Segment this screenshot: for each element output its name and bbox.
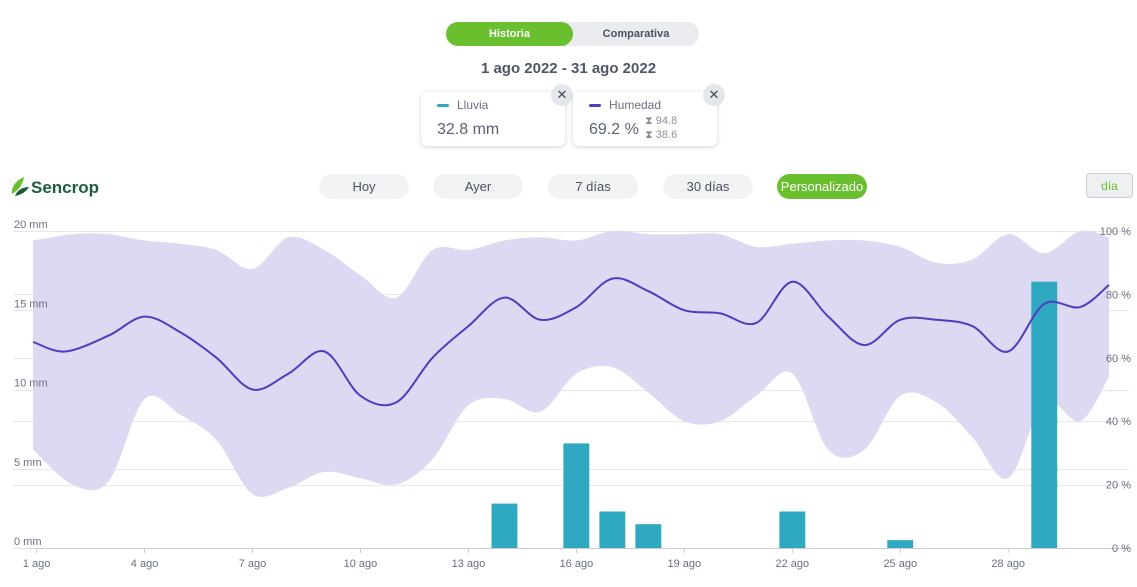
y-right-tick-label: 40 % [1106,416,1131,428]
lluvia-close-icon[interactable]: ✕ [551,84,573,106]
x-tick-label: 16 ago [560,558,594,570]
period-30-dias[interactable]: 30 días [663,174,753,199]
weather-chart: 1 ago 4 ago 7 ago 10 ago 13 ago 16 ago 19 ago 2… [13,219,1131,570]
sencrop-logo: Sencrop [9,174,99,200]
x-tick-label: 4 ago [131,558,159,570]
rain-bar-day-29[interactable] [1031,281,1058,548]
y-right-tick-label: 20 % [1106,480,1131,492]
humidity-average-line[interactable] [32,277,1110,407]
tab-comparativa[interactable]: Comparativa [602,28,670,40]
y-left-tick-label: 0 mm [14,536,42,548]
rain-bar-day-14[interactable] [491,503,518,548]
lluvia-value: 32.8 mm [437,121,500,138]
y-left-tick-label: 15 mm [14,298,48,310]
min-icon: ⧗ [645,129,653,141]
y-left-tick-label: 20 mm [14,219,48,231]
humedad-close-icon[interactable]: ✕ [703,84,725,106]
tab-historia[interactable]: Historia [446,22,573,46]
period-ayer[interactable]: Ayer [433,174,523,199]
humedad-value: 69.2 % [589,121,639,138]
rain-bar-day-16[interactable] [563,443,590,548]
x-tick-label: 28 ago [991,558,1025,570]
x-tick-label: 1 ago [23,558,51,570]
humedad-min: ⧗ 38.6 [645,129,677,142]
y-right-tick-label: 100 % [1100,226,1131,238]
humedad-min-value: 38.6 [655,129,678,141]
max-icon: ⧗ [645,115,653,127]
y-left-tick-label: 10 mm [14,378,48,390]
x-tick-label: 25 ago [883,558,917,570]
lluvia-card: Lluvia 32.8 mm ✕ [421,84,573,146]
x-tick-label: 19 ago [668,558,702,570]
x-tick-label: 22 ago [775,558,809,570]
period-personalizado[interactable]: Personalizado [777,174,867,199]
humedad-max: ⧗ 94.8 [645,115,677,128]
sencrop-leaf-icon [11,177,29,196]
lluvia-label: Lluvia [457,98,489,112]
rain-bar-day-17[interactable] [599,511,626,549]
x-tick-label: 10 ago [344,558,378,570]
period-hoy[interactable]: Hoy [319,174,409,199]
x-tick-label: 7 ago [239,558,267,570]
y-left-tick-label: 5 mm [14,457,42,469]
humedad-label: Humedad [609,98,662,112]
y-right-tick-label: 0 % [1112,543,1131,555]
sencrop-logo-text: Sencrop [31,178,100,197]
humedad-max-value: 94.8 [655,115,678,127]
rain-bar-day-25[interactable] [887,540,914,548]
date-range: 1 ago 2022 - 31 ago 2022 [480,60,657,77]
lluvia-swatch [437,104,449,107]
rain-bar-day-18[interactable] [635,524,662,548]
humedad-swatch [589,104,601,107]
y-right-tick-label: 80 % [1106,289,1131,301]
y-right-tick-label: 60 % [1106,353,1131,365]
resolution-dia-button[interactable]: día [1086,173,1133,198]
humedad-card: Humedad 69.2 % ⧗ 94.8 ⧗ 38.6 ✕ [573,84,725,146]
view-toggle: Historia Comparativa [446,22,699,46]
humidity-range-band [33,230,1109,497]
rain-bar-day-22[interactable] [779,511,806,549]
x-tick-label: 13 ago [452,558,486,570]
period-7-dias[interactable]: 7 días [548,174,638,199]
